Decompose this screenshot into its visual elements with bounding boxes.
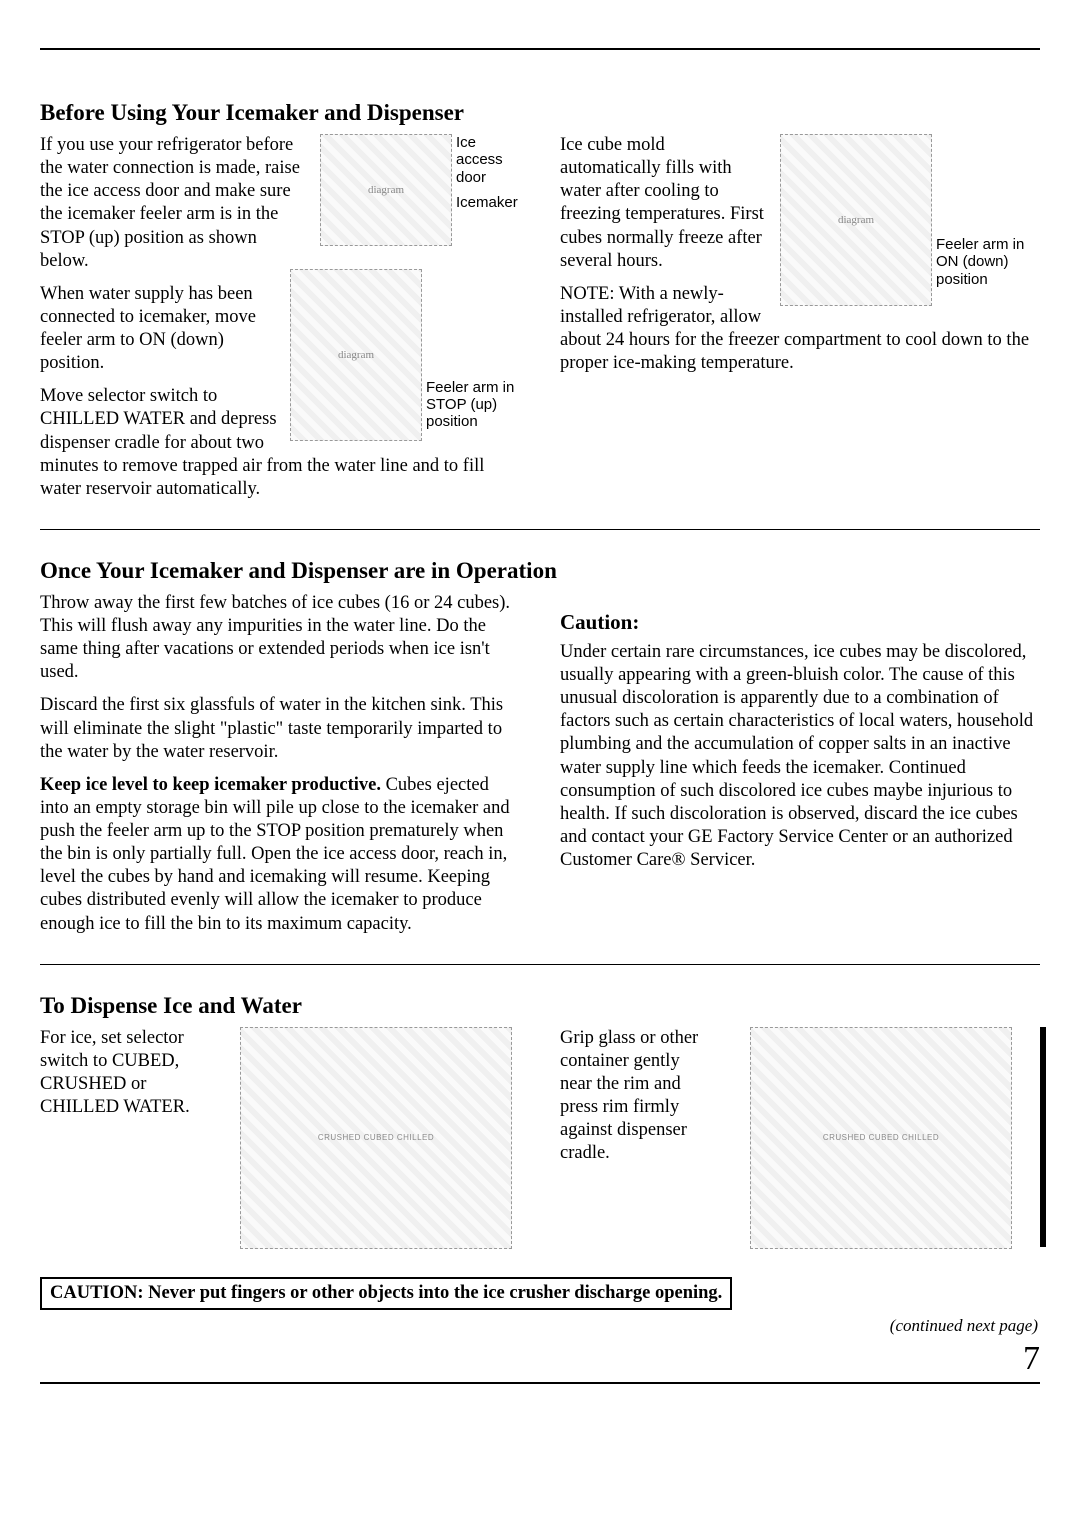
spacer-2 — [40, 1249, 1040, 1277]
spacer — [560, 592, 1040, 610]
operation-right-col: Caution: Under certain rare circumstance… — [560, 592, 1040, 946]
operation-left-p2: Discard the first six glassfuls of water… — [40, 694, 520, 763]
page-number: 7 — [40, 1340, 1040, 1378]
dispense-right-text: Grip glass or other container gently nea… — [560, 1027, 710, 1166]
dispenser-panel-label-right: CRUSHED CUBED CHILLED — [823, 1133, 939, 1142]
before-right-col: diagram Feeler arm in ON (down) position… — [560, 134, 1040, 511]
operation-left-col: Throw away the first few batches of ice … — [40, 592, 520, 946]
before-left-col: diagram Ice access door Icemaker If you … — [40, 134, 520, 511]
caution-title: Caution: — [560, 610, 1040, 635]
dispense-left-text: For ice, set selector switch to CUBED, C… — [40, 1027, 200, 1120]
before-columns: diagram Ice access door Icemaker If you … — [40, 134, 1040, 511]
bottom-caution-mid1: or other — [290, 1283, 354, 1303]
operation-left-p3-bold: Keep ice level to keep icemaker producti… — [40, 775, 381, 795]
dispenser-diagram-left: CRUSHED CUBED CHILLED — [240, 1027, 512, 1249]
divider-1 — [40, 529, 1040, 530]
bottom-rule — [40, 1382, 1040, 1384]
operation-columns: Throw away the first few batches of ice … — [40, 592, 1040, 946]
caution-body: Under certain rare circumstances, ice cu… — [560, 641, 1040, 872]
manual-page: Before Using Your Icemaker and Dispenser… — [0, 0, 1080, 1404]
continued-next-page: (continued next page) — [40, 1316, 1038, 1336]
dispenser-side-bar-icon — [1040, 1027, 1046, 1247]
dispense-left-text-wrap: For ice, set selector switch to CUBED, C… — [40, 1027, 200, 1130]
dispenser-panel-label-left: CRUSHED CUBED CHILLED — [318, 1133, 434, 1142]
operation-left-p3: Keep ice level to keep icemaker producti… — [40, 774, 520, 936]
dispenser-diagram-right: CRUSHED CUBED CHILLED — [750, 1027, 1012, 1249]
bottom-caution-mid3: the ice crusher — [454, 1283, 570, 1303]
dispenser-diagram-left-wrap: CRUSHED CUBED CHILLED — [240, 1027, 520, 1249]
label-icemaker: Icemaker — [456, 194, 518, 211]
icemaker-on-diagram-wrap: diagram Feeler arm in ON (down) position — [780, 134, 1040, 306]
icemaker-top-diagram-wrap: diagram Ice access door Icemaker — [320, 134, 520, 246]
dispense-columns: For ice, set selector switch to CUBED, C… — [40, 1027, 1040, 1249]
icemaker-top-diagram: diagram — [320, 134, 452, 246]
section-title-operation: Once Your Icemaker and Dispenser are in … — [40, 558, 1040, 584]
label-feeler-stop: Feeler arm in STOP (up) position — [426, 379, 514, 431]
top-rule — [40, 48, 1040, 50]
bottom-caution-bold: CAUTION: Never put fingers — [50, 1283, 290, 1303]
icemaker-stop-diagram-wrap: diagram Feeler arm in STOP (up) position — [290, 269, 520, 441]
dispenser-diagram-right-wrap: CRUSHED CUBED CHILLED — [750, 1027, 1040, 1249]
dispense-right-text-wrap: Grip glass or other container gently nea… — [560, 1027, 710, 1176]
icemaker-on-diagram: diagram — [780, 134, 932, 306]
label-feeler-on: Feeler arm in ON (down) position — [936, 236, 1024, 288]
operation-left-p3-rest: Cubes ejected into an empty storage bin … — [40, 775, 510, 934]
divider-2 — [40, 964, 1040, 965]
operation-left-p1: Throw away the first few batches of ice … — [40, 592, 520, 685]
bottom-caution-mid2: objects into — [354, 1283, 454, 1303]
section-title-before: Before Using Your Icemaker and Dispenser — [40, 100, 1040, 126]
icemaker-stop-diagram: diagram — [290, 269, 422, 441]
label-ice-access-door: Ice access door — [456, 134, 503, 186]
section-title-dispense: To Dispense Ice and Water — [40, 993, 1040, 1019]
bottom-caution-box: CAUTION: Never put fingers or other obje… — [40, 1277, 732, 1310]
bottom-caution-end: discharge opening. — [570, 1283, 723, 1303]
